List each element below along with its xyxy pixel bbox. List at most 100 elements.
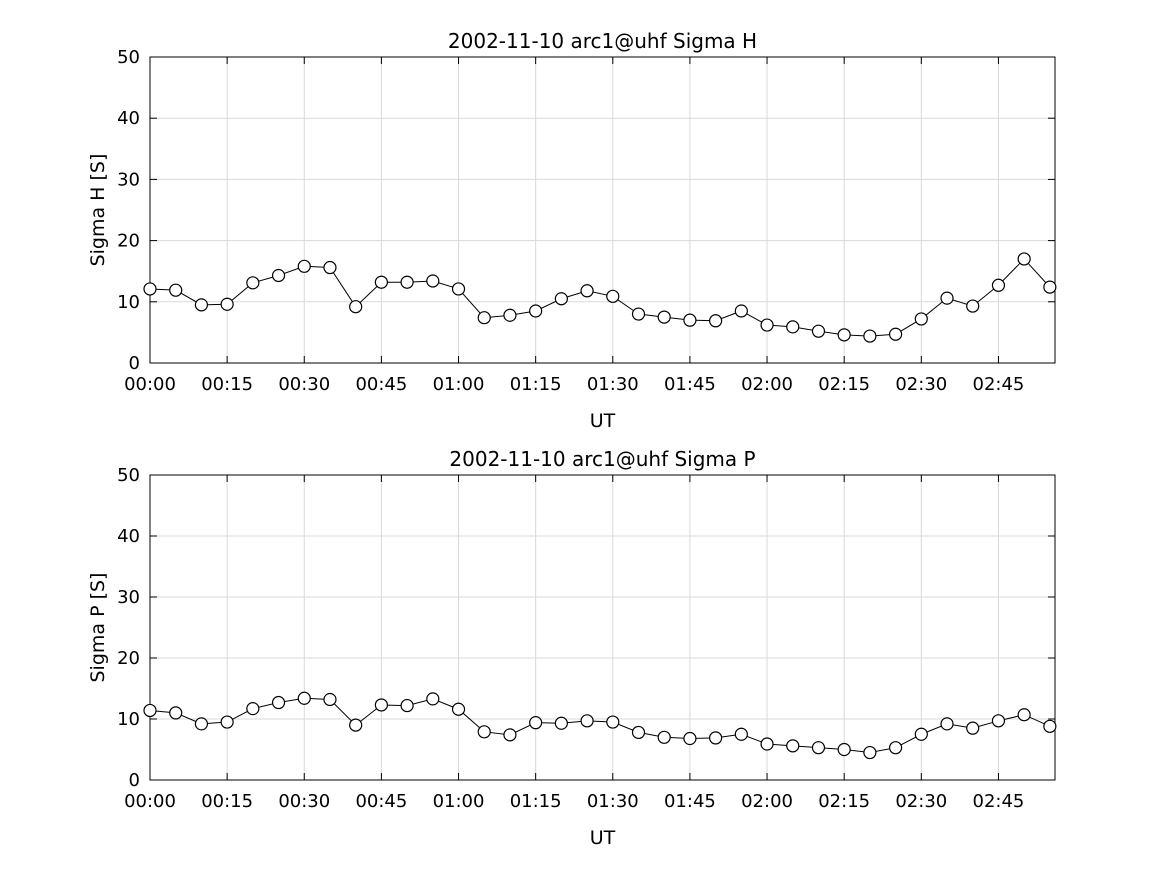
data-marker <box>966 721 980 735</box>
data-marker <box>888 741 903 755</box>
data-marker <box>426 274 440 288</box>
y-tick-label: 50 <box>117 465 140 486</box>
data-marker <box>580 714 594 728</box>
y-tick-label: 30 <box>117 169 140 190</box>
plot-title: 2002-11-10 arc1@uhf Sigma H <box>448 29 757 53</box>
data-marker <box>554 292 568 306</box>
x-tick-label: 00:00 <box>124 791 176 812</box>
x-tick-label: 00:00 <box>124 374 176 395</box>
data-marker <box>580 284 594 298</box>
data-marker <box>606 715 620 729</box>
data-line <box>149 697 1051 754</box>
sigma-h-chart: 0 10 20 30 40 50 00:00 00:15 00:30 00:45 01:00 01:1… <box>0 0 1167 437</box>
data-line <box>149 258 1051 337</box>
data-marker <box>991 714 1006 728</box>
data-marker <box>991 278 1006 292</box>
data-marker <box>246 702 260 716</box>
data-marker <box>271 268 286 283</box>
data-marker <box>503 308 517 322</box>
x-tick-label: 00:15 <box>201 374 253 395</box>
x-tick-label: 02:15 <box>818 374 870 395</box>
data-marker <box>966 299 980 313</box>
data-marker <box>554 716 568 730</box>
y-tick-label: 40 <box>117 526 140 547</box>
data-marker <box>297 259 311 273</box>
data-marker <box>426 692 440 706</box>
y-tick-label: 20 <box>117 231 140 252</box>
data-marker <box>169 706 183 720</box>
axes-box <box>149 56 1056 364</box>
data-marker <box>400 275 414 289</box>
x-tick-label: 01:30 <box>587 791 639 812</box>
data-marker <box>683 731 697 746</box>
data-marker <box>374 698 388 712</box>
x-tick-label: 00:45 <box>355 374 407 395</box>
data-marker <box>863 745 877 760</box>
data-marker <box>194 717 209 731</box>
data-marker <box>529 716 543 730</box>
y-tick-label: 20 <box>117 648 140 669</box>
data-marker <box>760 318 774 332</box>
data-marker <box>837 742 851 757</box>
data-marker <box>323 260 337 275</box>
y-tick-label: 50 <box>117 47 140 68</box>
x-tick-label: 00:30 <box>278 374 330 395</box>
data-marker <box>271 695 286 710</box>
data-marker <box>631 307 646 321</box>
y-tick-label: 10 <box>117 709 140 730</box>
data-marker <box>940 717 954 731</box>
sigma-p-chart: 0 10 20 30 40 50 00:00 00:15 00:30 00:45 01:00 01:1… <box>0 437 1167 875</box>
x-tick-label: 02:00 <box>741 374 793 395</box>
data-marker <box>477 725 491 739</box>
x-tick-label: 02:45 <box>973 791 1025 812</box>
data-marker <box>169 283 183 297</box>
data-marker <box>143 703 157 718</box>
data-marker <box>220 297 234 311</box>
data-marker <box>246 276 260 290</box>
x-axis-label: UT <box>590 827 616 849</box>
x-tick-label: 01:00 <box>433 791 485 812</box>
data-marker <box>349 300 363 314</box>
data-marker <box>786 739 800 753</box>
data-marker <box>631 725 646 740</box>
data-marker <box>220 715 234 729</box>
data-marker <box>657 310 671 324</box>
data-marker <box>143 282 157 296</box>
x-axis-label: UT <box>590 410 616 432</box>
data-marker <box>477 311 491 325</box>
y-tick-label: 10 <box>117 292 140 313</box>
data-marker <box>811 741 826 755</box>
x-tick-label: 00:45 <box>355 791 407 812</box>
y-axis-label: Sigma P [S] <box>87 573 109 683</box>
data-marker <box>734 727 748 741</box>
data-marker <box>683 313 697 327</box>
y-axis-label: Sigma H [S] <box>87 154 109 267</box>
y-tick-label: 40 <box>117 108 140 129</box>
data-marker <box>863 329 877 343</box>
x-tick-label: 00:30 <box>278 791 330 812</box>
data-marker <box>297 691 311 705</box>
data-marker <box>1043 719 1057 733</box>
data-marker <box>914 312 928 326</box>
x-tick-label: 00:15 <box>201 791 253 812</box>
x-tick-label: 02:00 <box>741 791 793 812</box>
x-tick-label: 02:15 <box>818 791 870 812</box>
data-marker <box>940 291 954 305</box>
x-tick-label: 02:30 <box>895 791 947 812</box>
data-marker <box>709 731 723 745</box>
data-marker <box>451 282 466 296</box>
data-marker <box>606 289 620 303</box>
x-tick-label: 01:00 <box>433 374 485 395</box>
x-tick-label: 02:30 <box>895 374 947 395</box>
y-tick-label: 0 <box>129 770 140 791</box>
data-marker <box>349 718 363 732</box>
x-tick-label: 01:15 <box>510 374 562 395</box>
data-marker <box>194 298 209 312</box>
data-marker <box>734 304 748 318</box>
y-tick-label: 30 <box>117 587 140 608</box>
data-marker <box>811 324 826 338</box>
x-tick-label: 01:45 <box>664 791 716 812</box>
data-marker <box>786 320 800 334</box>
axes-box <box>149 474 1056 781</box>
